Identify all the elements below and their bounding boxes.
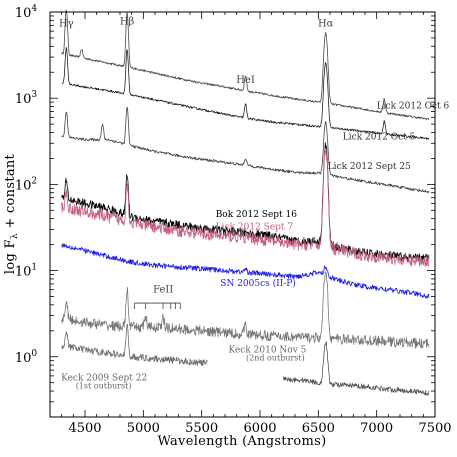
y-tick-exp: 1 [31,263,37,273]
line-label-2: HeI [236,75,255,86]
line-label-4: FeII [153,284,173,295]
line-annotations: Hγ Hβ HeI Hα FeII [59,16,334,310]
spectrum-label-1: Lick 2012 Oct 5 [343,133,416,143]
y-tick-base: 10 [15,92,32,107]
spectrum-label-9: (1st outburst) [76,381,132,390]
y-axis-label-main: log F [3,239,18,274]
x-tick-label-1: 5000 [127,421,160,436]
y-tick-label-2: 102 [15,176,37,193]
y-tick-base: 10 [15,178,32,193]
y-tick-base: 10 [15,6,32,21]
y-tick-exp: 2 [31,176,37,186]
x-tick-label-0: 4500 [68,421,101,436]
line-label-1: Hβ [120,16,135,27]
line-label-0: Hγ [59,18,74,29]
x-tick-label-4: 6500 [302,421,335,436]
y-tick-exp: 4 [31,4,37,14]
spectrum-line-4 [61,150,430,267]
y-tick-label-3: 103 [15,90,38,107]
y-tick-label-1: 101 [15,263,37,280]
x-tick-label-2: 5500 [185,421,218,436]
spectrum-label-3: Bok 2012 Sept 16 [216,210,298,220]
y-tick-base: 10 [15,265,32,280]
plot-frame [49,11,436,418]
x-axis-label: Wavelength (Angstroms) [157,434,326,449]
spectrum-line-5 [61,243,430,299]
y-tick-label-0: 100 [15,349,38,366]
y-tick-exp: 0 [31,349,37,359]
line-label-3: Hα [318,18,334,29]
y-axis-label: log Fλ + constant [3,153,20,274]
spectrum-line-6 [61,271,430,349]
y-tick-label-4: 104 [15,4,38,21]
spectrum-label-5: SN 2005cs (II-P) [220,278,296,289]
spectrum-label-2: Lick 2012 Sept 25 [328,162,411,172]
axes: 4500 5000 5500 6000 6500 7000 7500100101102103… [15,4,452,436]
x-tick-label-5: 7000 [360,421,393,436]
x-tick-label-6: 7500 [418,421,451,436]
spectrum-line-2 [61,106,430,194]
spectrum-label-0: Lick 2012 Oct 6 [377,102,450,112]
y-tick-exp: 3 [31,90,37,100]
spectrum-line-1 [61,47,430,140]
spectrum-line-0 [61,9,430,121]
y-axis-label-sub: λ [10,233,20,239]
x-tick-label-3: 6000 [243,421,276,436]
spectrum-line-8 [282,341,430,396]
spectrum-label-7: (2nd outburst) [246,354,305,363]
y-tick-base: 10 [15,351,32,366]
spectrum-label-4: Lick 2012 Sept 7 [216,222,294,232]
spectrum-line-7 [61,323,208,367]
y-axis-label-suffix: + constant [3,153,18,233]
spectrum-label-8: Keck 2009 Sept 22 [61,374,147,384]
spectrum-labels: Lick 2012 Oct 6 Lick 2012 Oct 5 Lick 2012 … [61,102,449,391]
spectrum-line-3 [61,142,430,263]
spectrum-label-6: Keck 2010 Nov 5 [229,346,307,356]
spectra-series [61,9,430,396]
